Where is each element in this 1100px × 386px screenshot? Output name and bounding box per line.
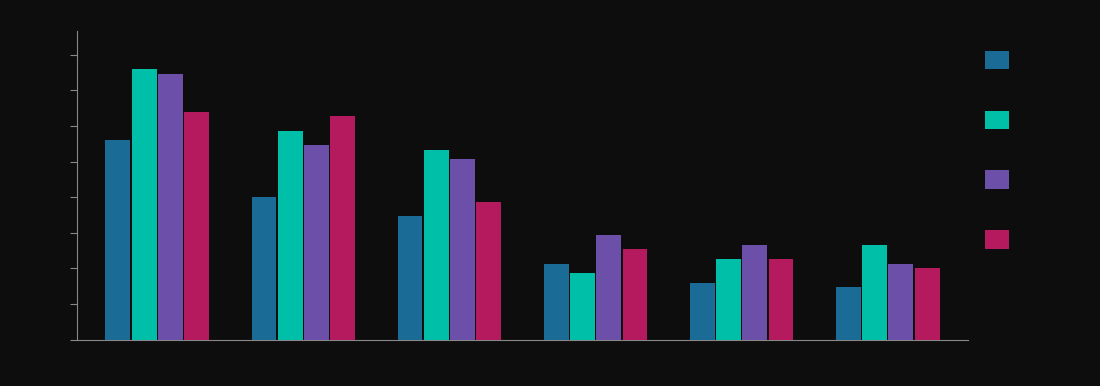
Bar [862, 245, 887, 340]
Bar [278, 130, 303, 340]
Bar [915, 268, 939, 340]
Bar [596, 235, 622, 340]
Bar [570, 273, 595, 340]
Bar [623, 249, 648, 340]
Bar [185, 112, 209, 340]
Bar [476, 202, 502, 340]
Bar [690, 283, 715, 340]
Bar [304, 145, 329, 340]
Bar [836, 288, 860, 340]
Bar [716, 259, 741, 340]
Bar [450, 159, 475, 340]
Bar [742, 245, 767, 340]
Bar [889, 264, 913, 340]
Bar [543, 264, 569, 340]
Bar [106, 140, 130, 340]
Bar [424, 150, 449, 340]
Bar [769, 259, 793, 340]
Bar [158, 74, 183, 340]
Bar [330, 117, 355, 340]
Bar [397, 216, 422, 340]
Bar [252, 197, 276, 340]
Bar [132, 69, 156, 340]
